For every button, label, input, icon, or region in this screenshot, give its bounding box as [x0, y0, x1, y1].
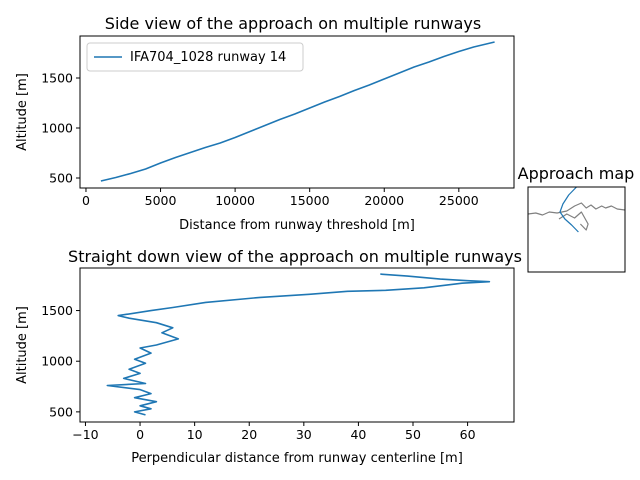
straight-down-view-x-tick-label: 40 [350, 427, 366, 442]
straight-down-view-series-line-0 [106, 273, 491, 416]
straight-down-view-x-tick-label: 60 [460, 427, 476, 442]
straight-down-view-y-tick-label: 1000 [41, 354, 73, 369]
approach-map-series-line-1 [558, 211, 589, 231]
side-view-x-tick-label: 5000 [145, 193, 177, 208]
approach-map-series-line-0 [528, 202, 625, 216]
straight-down-view-x-tick-label: 30 [296, 427, 312, 442]
straight-down-view-xlabel: Perpendicular distance from runway cente… [131, 451, 463, 466]
side-view-x-tick-label: 20000 [364, 193, 404, 208]
side-view-x-tick-label: 10000 [215, 193, 255, 208]
straight-down-view-x-tick-label: 20 [241, 427, 257, 442]
straight-down-view-x-tick-label: 10 [187, 427, 203, 442]
side-view-frame [79, 35, 515, 189]
approach-map-title: Approach map [518, 164, 635, 183]
legend: IFA704_1028 runway 14 [86, 42, 304, 72]
approach-map-frame [527, 186, 626, 273]
legend-label-ifa704-1028: IFA704_1028 runway 14 [130, 50, 286, 65]
side-view-ylabel: Altitude [m] [15, 73, 30, 151]
approach-map-series-line-2 [559, 187, 579, 233]
side-view-xlabel: Distance from runway threshold [m] [179, 218, 415, 233]
side-view-x-tick-label: 15000 [290, 193, 330, 208]
side-view-y-tick-label: 1000 [41, 121, 73, 136]
straight-down-view-y-tick-label: 500 [49, 404, 73, 419]
side-view-chart: Side view of the approach on multiple ru… [15, 14, 515, 233]
straight-down-view-chart: Straight down view of the approach on mu… [15, 247, 522, 466]
side-view-x-tick-label: 25000 [439, 193, 479, 208]
straight-down-view-y-tick-label: 1500 [41, 303, 73, 318]
straight-down-view-ylabel: Altitude [m] [15, 306, 30, 384]
legend-box [86, 42, 304, 72]
straight-down-view-x-tick-label: −10 [72, 427, 98, 442]
straight-down-view-x-tick-label: 0 [136, 427, 144, 442]
straight-down-view-x-tick-label: 50 [405, 427, 421, 442]
side-view-title: Side view of the approach on multiple ru… [105, 14, 481, 33]
side-view-y-tick-label: 500 [49, 171, 73, 186]
straight-down-view-title: Straight down view of the approach on mu… [68, 247, 522, 266]
straight-down-view-frame [79, 267, 515, 423]
side-view-x-tick-label: 0 [82, 193, 90, 208]
approach-map: Approach map [518, 164, 635, 273]
side-view-y-tick-label: 1500 [41, 71, 73, 86]
side-view-series-line-0 [100, 41, 495, 182]
